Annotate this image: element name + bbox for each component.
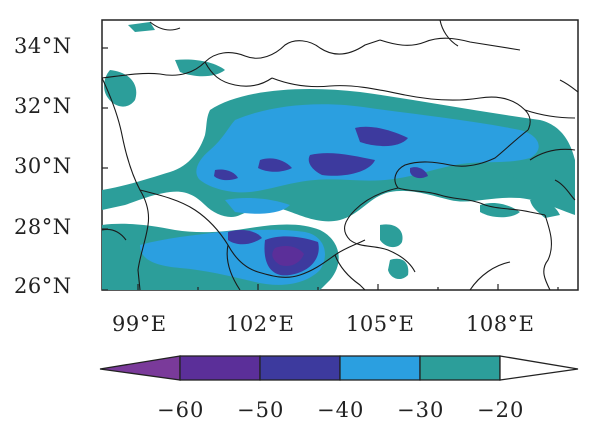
colorbar-bin-50-40 — [259, 355, 341, 381]
axis-ticks — [102, 47, 559, 291]
colorbar-bin-60-50 — [179, 355, 261, 381]
lon-label-99e: 99°E — [112, 312, 167, 336]
colorbar-label-40: −40 — [317, 398, 365, 422]
lon-label-108e: 108°E — [466, 312, 535, 336]
lat-label-26n: 26°N — [14, 274, 72, 298]
colorbar-bin-40-30 — [339, 355, 421, 381]
colorbar-label-50: −50 — [237, 398, 285, 422]
colorbar-extend-high — [499, 355, 579, 381]
colorbar-bin-30-20 — [419, 355, 501, 381]
lon-label-105e: 105°E — [346, 312, 415, 336]
admin-boundaries — [102, 20, 578, 290]
colorbar-label-30: −30 — [397, 398, 445, 422]
contour-level-50 — [272, 246, 304, 266]
colorbar-label-60: −60 — [157, 398, 205, 422]
lat-label-28n: 28°N — [14, 215, 72, 239]
lon-label-102e: 102°E — [226, 312, 295, 336]
colorbar — [99, 355, 579, 381]
lat-label-30n: 30°N — [14, 154, 72, 178]
anomaly-field — [102, 22, 575, 290]
colorbar-extend-low — [99, 355, 181, 381]
lat-label-34n: 34°N — [14, 34, 72, 58]
colorbar-label-20: −20 — [477, 398, 525, 422]
lat-label-32n: 32°N — [14, 94, 72, 118]
